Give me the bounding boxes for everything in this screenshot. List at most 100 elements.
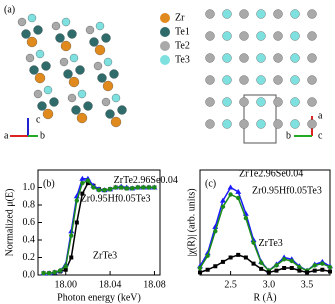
atom [97, 73, 107, 83]
point [236, 195, 241, 201]
point [96, 187, 102, 193]
axis-name: b [286, 130, 291, 141]
atom [49, 97, 59, 107]
atom [89, 37, 99, 47]
atom [256, 9, 266, 19]
atom [75, 65, 85, 75]
point [227, 184, 234, 190]
atom [55, 33, 65, 43]
atom [43, 85, 53, 95]
atom [21, 29, 31, 39]
point [274, 268, 279, 273]
atom [26, 36, 38, 48]
point [198, 270, 202, 275]
atom [205, 9, 215, 19]
atom [273, 97, 283, 107]
point [213, 264, 218, 269]
point [219, 197, 226, 203]
atom [307, 75, 317, 85]
y-tick-label: 0.6 [23, 217, 36, 228]
point [197, 265, 203, 271]
atom [34, 72, 46, 84]
y-tick-label: 0.2 [23, 252, 36, 263]
atom [307, 97, 317, 107]
point [243, 215, 249, 221]
atom [85, 25, 95, 35]
atom [273, 31, 283, 41]
point [113, 185, 118, 190]
atom [67, 29, 77, 39]
legend-label: Te3 [175, 54, 190, 65]
atom [25, 53, 35, 63]
axis-name: a [4, 130, 9, 141]
series-label: ZrTe2.96Se0.04 [239, 168, 303, 179]
panel-label: (b) [43, 178, 55, 189]
atom [205, 53, 215, 63]
point [118, 185, 124, 190]
point [46, 271, 52, 276]
point [69, 255, 74, 260]
atom [109, 69, 119, 79]
axis-name: b [40, 130, 45, 141]
legend-label: Zr [175, 12, 185, 23]
point [124, 186, 129, 191]
point [274, 263, 279, 268]
atom [256, 75, 266, 85]
atom [105, 109, 115, 119]
point [41, 271, 46, 276]
point [258, 260, 264, 265]
point [297, 268, 302, 273]
point [205, 253, 210, 258]
point [320, 267, 325, 272]
point [220, 259, 225, 264]
atom [205, 97, 215, 107]
atom [63, 69, 73, 79]
y-tick-label: 0.4 [23, 234, 36, 245]
atom [307, 9, 317, 19]
atom [41, 61, 51, 71]
panel-label: (c) [205, 178, 216, 189]
atom [256, 97, 266, 107]
x-tick-label: 3.5 [301, 279, 314, 290]
x-axis-label: R (Å) [253, 291, 276, 303]
series-label: ZrTe3 [259, 238, 283, 249]
atom [239, 53, 249, 63]
atom [33, 25, 43, 35]
x-tick-label: 2.5 [224, 279, 237, 290]
point [266, 270, 271, 275]
legend-label: Te2 [175, 40, 190, 51]
series-line [199, 186, 331, 272]
atom [17, 17, 27, 27]
atom [222, 119, 232, 129]
atom [273, 119, 283, 129]
atom [290, 9, 300, 19]
atom [110, 116, 122, 128]
point [80, 180, 85, 186]
point [282, 266, 287, 270]
atom [290, 53, 300, 63]
point [152, 185, 157, 190]
point [250, 237, 257, 242]
series-label: ZrTe2.96Se0.04 [114, 175, 178, 186]
panel-label: (a) [4, 4, 15, 15]
legend-marker [160, 13, 170, 23]
atom [222, 97, 232, 107]
atom [256, 53, 266, 63]
point [68, 228, 75, 234]
point [69, 233, 74, 238]
point [135, 185, 141, 190]
x-tick-label: 18.00 [54, 279, 77, 290]
point [102, 187, 107, 193]
atom [94, 44, 106, 56]
point [228, 192, 233, 197]
atom [307, 119, 317, 129]
point [312, 263, 317, 268]
point [204, 250, 211, 256]
point [79, 175, 86, 181]
point [85, 181, 90, 186]
atom [59, 57, 69, 67]
point [63, 267, 68, 272]
series-label: Zr0.95Hf0.05Te3 [81, 194, 151, 205]
